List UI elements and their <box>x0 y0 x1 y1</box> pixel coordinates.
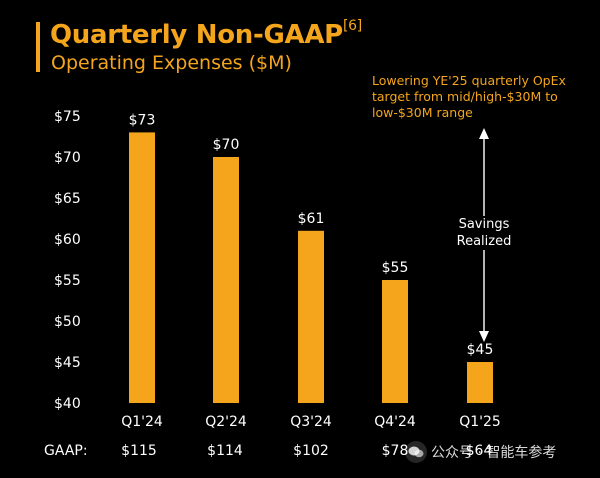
bar <box>382 280 408 403</box>
y-tick-label: $55 <box>54 273 81 289</box>
arrow-up-icon <box>479 128 489 139</box>
data-label: $55 <box>382 260 409 276</box>
savings-line-2: Realized <box>456 234 512 249</box>
wechat-icon <box>405 441 427 463</box>
y-axis: $40 $45 $50 $55 $60 $65 $70 $75 <box>54 109 81 412</box>
gaap-value: $64 <box>465 443 493 459</box>
y-tick-label: $70 <box>54 150 81 166</box>
savings-realized-label: Savings Realized <box>446 216 522 250</box>
savings-line-1: Savings <box>458 217 510 232</box>
title-accent-bar <box>36 22 40 72</box>
x-tick-label: Q1'24 <box>121 414 163 430</box>
y-tick-label: $60 <box>54 232 81 248</box>
gaap-value: $78 <box>381 443 409 459</box>
gaap-value: $114 <box>207 443 243 459</box>
bar <box>129 132 155 403</box>
y-tick-label: $50 <box>54 314 81 330</box>
watermark-text: 公众号 · 智能车参考 <box>431 445 557 461</box>
bar <box>467 362 493 403</box>
x-tick-label: Q2'24 <box>205 414 247 430</box>
gaap-value: $102 <box>293 443 329 459</box>
bar <box>213 157 239 403</box>
chart-title-text: Quarterly Non-GAAP <box>50 20 343 50</box>
x-tick-label: Q1'25 <box>459 414 501 430</box>
y-tick-label: $40 <box>54 396 81 412</box>
bars-group: $73 Q1'24 $70 Q2'24 $61 Q3'24 $55 Q4'24 $45 Q1'25 <box>121 112 501 430</box>
opex-target-callout: Lowering YE'25 quarterly OpEx target fro… <box>372 73 566 120</box>
title-footnote: [6] <box>342 18 362 34</box>
arrow-down-icon <box>479 331 489 342</box>
data-label: $61 <box>298 211 325 227</box>
gaap-value: $115 <box>121 443 157 459</box>
x-tick-label: Q3'24 <box>290 414 332 430</box>
y-tick-label: $65 <box>54 191 81 207</box>
chart-subtitle: Operating Expenses ($M) <box>51 52 292 74</box>
data-label: $45 <box>467 342 494 358</box>
x-tick-label: Q4'24 <box>374 414 416 430</box>
gaap-row-label: GAAP: <box>44 443 88 459</box>
watermark: 公众号 · 智能车参考 <box>405 440 556 464</box>
data-label: $70 <box>213 137 240 153</box>
bar <box>298 230 324 403</box>
chart-title: Quarterly Non-GAAP[6] <box>50 18 362 50</box>
data-label: $73 <box>129 112 156 128</box>
y-tick-label: $45 <box>54 355 81 371</box>
y-tick-label: $75 <box>54 109 81 125</box>
